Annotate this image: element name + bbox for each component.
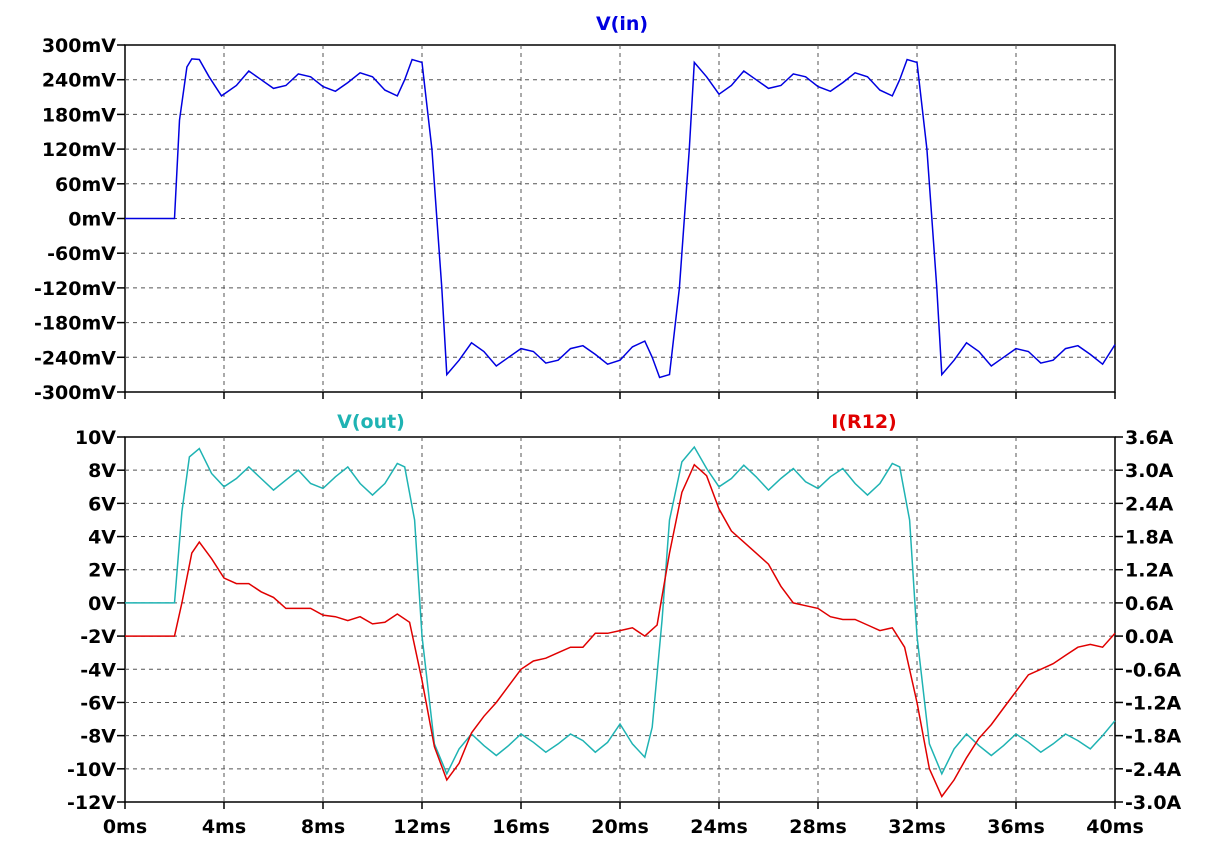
vin-y-axis: 300mV 240mV 180mV 120mV 60mV 0mV -60mV -120mV -1… <box>34 35 125 404</box>
x-tick-label: 32ms <box>888 816 946 838</box>
vout-y-tick-label: -2V <box>80 626 116 648</box>
ir12-trace-title[interactable]: I(R12) <box>831 411 897 433</box>
x-tick-label: 36ms <box>987 816 1045 838</box>
vout-y-tick-label: -12V <box>67 792 116 814</box>
vin-y-tick-label: 120mV <box>42 139 116 161</box>
vin-y-tick-label: -240mV <box>34 347 116 369</box>
ir12-y-tick-label: 3.0A <box>1125 460 1174 482</box>
vin-grid <box>125 45 1115 392</box>
vout-y-tick-label: 6V <box>88 493 116 515</box>
ir12-y-tick-label: -2.4A <box>1125 759 1182 781</box>
x-tick-label: 8ms <box>301 816 345 838</box>
ir12-y-tick-label: 0.6A <box>1125 593 1174 615</box>
x-tick-label: 28ms <box>789 816 847 838</box>
vout-y-tick-label: 0V <box>88 593 116 615</box>
vin-trace <box>125 58 1116 379</box>
vin-y-tick-label: 240mV <box>42 70 116 92</box>
ir12-y-tick-label: 1.2A <box>1125 560 1174 582</box>
vout-ir12-grid <box>125 437 1115 802</box>
ir12-y-tick-label: -3.0A <box>1125 792 1182 814</box>
ir12-y-tick-label: 3.6A <box>1125 427 1174 449</box>
vin-y-tick-label: 180mV <box>42 104 116 126</box>
vout-y-tick-label: -8V <box>80 726 116 748</box>
vin-y-tick-label: -60mV <box>47 243 116 265</box>
ir12-y-tick-label: 2.4A <box>1125 493 1174 515</box>
vin-x-ticks <box>124 392 1116 399</box>
x-tick-label: 24ms <box>690 816 748 838</box>
vout-y-tick-label: -4V <box>80 659 116 681</box>
vout-trace-title[interactable]: V(out) <box>337 411 405 433</box>
vout-ir12-plot-frame <box>124 436 1116 803</box>
x-tick-label: 12ms <box>393 816 451 838</box>
x-tick-label: 20ms <box>591 816 649 838</box>
x-axis: 0ms 4ms 8ms 12ms 16ms 20ms 24ms 28ms 32ms 36ms 40m… <box>103 802 1144 838</box>
vin-y-tick-label: -300mV <box>34 382 116 404</box>
x-tick-label: 16ms <box>492 816 550 838</box>
vin-y-tick-label: 0mV <box>68 209 116 231</box>
vin-y-tick-label: -120mV <box>34 278 116 300</box>
vin-trace-title[interactable]: V(in) <box>596 13 648 35</box>
ir12-y-tick-label: -1.2A <box>1125 692 1182 714</box>
vout-y-tick-label: 4V <box>88 527 116 549</box>
x-tick-label: 0ms <box>103 816 147 838</box>
x-tick-label: 4ms <box>202 816 246 838</box>
vin-panel: 300mV 240mV 180mV 120mV 60mV 0mV -60mV -120mV -1… <box>34 13 1116 404</box>
ir12-y-tick-label: 1.8A <box>1125 527 1174 549</box>
vout-y-tick-label: 8V <box>88 460 116 482</box>
ir12-trace <box>125 463 1116 798</box>
vin-y-tick-label: 300mV <box>42 35 116 57</box>
ir12-y-tick-label: 0.0A <box>1125 626 1174 648</box>
ir12-y-axis: 3.6A 3.0A 2.4A 1.8A 1.2A 0.6A 0.0A -0.6A -1.2A -1… <box>1115 427 1182 814</box>
ir12-y-tick-label: -1.8A <box>1125 726 1182 748</box>
vout-y-tick-label: 10V <box>75 427 116 449</box>
vout-y-tick-label: -10V <box>67 759 116 781</box>
vout-y-tick-label: -6V <box>80 692 116 714</box>
vout-trace <box>125 445 1116 776</box>
vout-y-axis: 10V 8V 6V 4V 2V 0V -2V -4V -6V -8V -10V -12V <box>67 427 125 814</box>
vin-y-tick-label: 60mV <box>55 174 116 196</box>
ir12-y-tick-label: -0.6A <box>1125 659 1182 681</box>
x-tick-label: 40ms <box>1086 816 1144 838</box>
vin-y-tick-label: -180mV <box>34 313 116 335</box>
vout-y-tick-label: 2V <box>88 560 116 582</box>
